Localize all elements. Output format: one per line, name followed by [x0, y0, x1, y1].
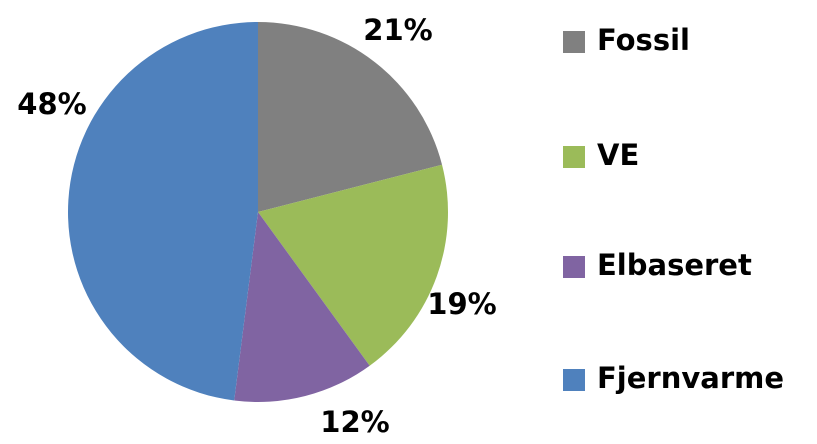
legend-label: Elbaseret [597, 248, 752, 282]
legend-label: Fjernvarme [597, 361, 784, 395]
data-label: 12% [320, 405, 389, 439]
legend-label: Fossil [597, 23, 690, 57]
legend-swatch [563, 146, 585, 168]
data-label: 21% [363, 13, 432, 47]
legend-swatch [563, 256, 585, 278]
data-label: 19% [427, 287, 496, 321]
pie-slice [258, 22, 443, 212]
legend-label: VE [597, 138, 639, 172]
pie-slice [67, 22, 258, 401]
pie-slice [258, 164, 449, 366]
data-label: 48% [17, 87, 86, 121]
legend-swatch [563, 369, 585, 391]
legend-swatch [563, 31, 585, 53]
pie-slice [234, 212, 370, 403]
